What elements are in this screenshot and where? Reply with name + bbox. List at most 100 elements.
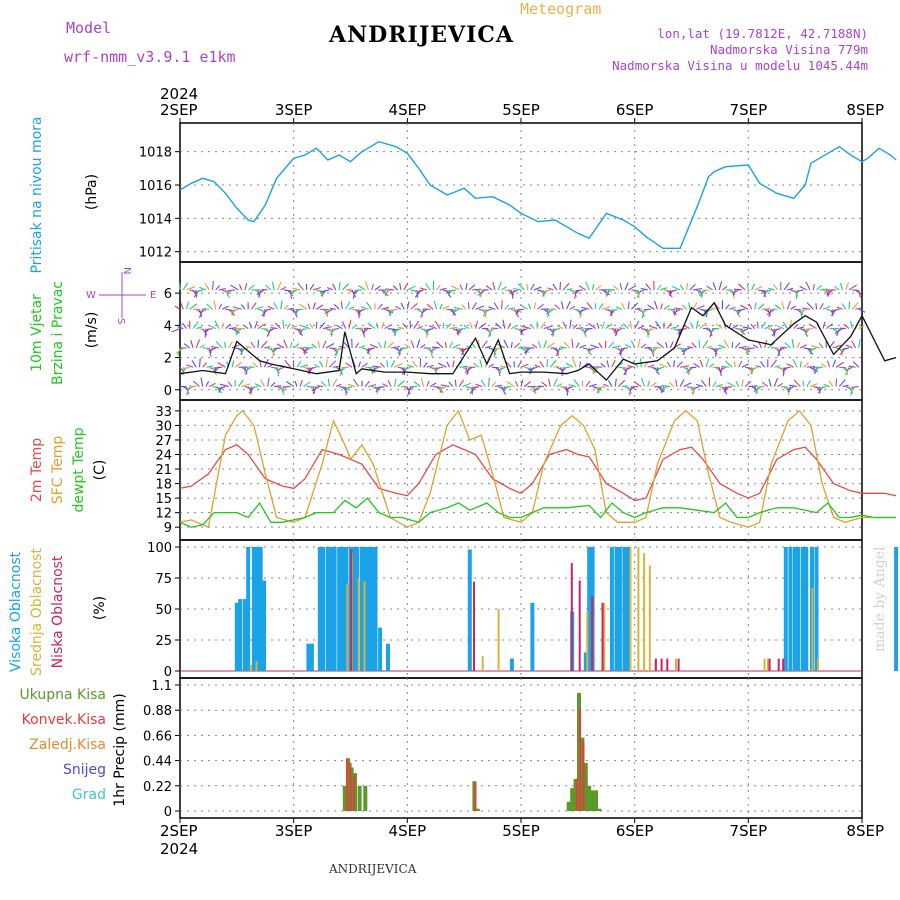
wind-arrow (514, 342, 520, 349)
wind-arrow (198, 309, 203, 318)
wind-arrow (808, 323, 817, 330)
meteogram-title: Meteogram (520, 0, 602, 18)
wind-arrow (712, 282, 717, 291)
temp-side-label: 2m Temp (29, 438, 45, 502)
precip-ytick-label: 0 (164, 805, 172, 820)
x-tick-label-top: 7SEP (730, 101, 768, 119)
wind-arrow (290, 289, 298, 294)
wind-arrow (341, 386, 348, 394)
wind-arrow (732, 289, 739, 294)
wind-arrow (553, 365, 560, 368)
wind-arrow (751, 367, 753, 375)
cloud-bar-2 (777, 658, 780, 671)
model-label: Model (66, 19, 112, 37)
wind-arrow (559, 346, 567, 349)
wind-arrow (645, 283, 652, 291)
wind-arrow (710, 328, 717, 333)
wind-arrow (185, 301, 190, 310)
pressure-frame (179, 122, 863, 263)
cloud-bar-0 (246, 547, 251, 671)
wind-arrow (298, 303, 307, 310)
wind-arrow (181, 322, 187, 329)
wind-arrow (780, 366, 786, 375)
cloud-bar-1 (637, 547, 640, 671)
wind-arrow (622, 323, 629, 329)
precip-legend-3: Snijeg (63, 762, 106, 778)
wind-arrow (421, 308, 428, 314)
wind-arrow (322, 340, 327, 349)
x-tick-label-bottom: 3SEP (275, 822, 313, 840)
cloud-bar-1 (675, 658, 677, 671)
wind-arrow (329, 307, 336, 310)
wind-arrow (819, 303, 824, 310)
wind-arrow (382, 383, 389, 388)
wind-arrow (345, 288, 352, 291)
wind-arrow (241, 383, 251, 388)
cloud-bar-2 (473, 581, 475, 671)
wind-arrow (848, 365, 856, 368)
wind-arrow (600, 362, 606, 368)
wind-arrow (793, 289, 799, 297)
wind-arrow (312, 286, 321, 291)
wind-arrow (781, 301, 785, 310)
wind-arrow (750, 323, 756, 329)
wind-arrow (533, 386, 538, 395)
wind-arrow (410, 289, 417, 292)
wind-arrow (777, 347, 782, 357)
credit-watermark: made by Angel (872, 546, 888, 653)
wind-arrow (693, 287, 703, 291)
cloud-bar-0 (587, 547, 592, 671)
wind-arrow (835, 328, 840, 337)
wind-arrow (774, 304, 782, 310)
wind-arrow (796, 342, 801, 349)
wind-arrow (740, 328, 749, 333)
wind-arrow (511, 324, 518, 330)
wind-arrow (575, 342, 580, 349)
wind-arrow (345, 362, 353, 368)
compass-n: N (121, 267, 132, 274)
wind-arrow (808, 347, 817, 352)
wind-arrow (838, 379, 846, 387)
wind-arrow (417, 289, 424, 293)
pressure-ytick-label: 1018 (139, 146, 172, 161)
precip-ytick-label: 0.44 (143, 755, 172, 770)
wind-arrow (717, 344, 726, 349)
wind-arrow (669, 341, 674, 349)
wind-arrow (488, 363, 494, 368)
wind-arrow (822, 305, 831, 310)
wind-arrow (828, 380, 834, 387)
wind-arrow (845, 344, 853, 349)
cloud-bar-0 (804, 547, 809, 671)
wind-arrow (822, 321, 826, 329)
wind-arrow (423, 362, 428, 368)
wind-arrow (685, 366, 694, 374)
precip-ytick-label: 0.22 (143, 780, 172, 795)
cloud-bar-2 (654, 658, 657, 671)
wind-arrow (498, 366, 506, 371)
wind-arrow (661, 384, 671, 388)
wind-arrow (354, 342, 360, 349)
wind-arrow (619, 282, 623, 291)
wind-arrow (754, 285, 763, 291)
wind-arrow (640, 309, 645, 317)
precip-bar-0 (357, 785, 362, 811)
wind-arrow (178, 282, 181, 290)
wind-arrow (780, 346, 788, 349)
cloud-side-label: Niska Oblacnost (50, 555, 66, 668)
precip-ytick-label: 0.88 (143, 704, 172, 719)
wind-arrow (351, 289, 356, 298)
wind-arrow (608, 328, 618, 330)
wind-arrow (587, 347, 596, 351)
cloud-bar-0 (306, 643, 311, 671)
wind-arrow (403, 282, 409, 291)
wind-arrow (698, 289, 707, 297)
wind-arrow (333, 328, 340, 330)
wind-arrow (452, 309, 457, 316)
cloud-bar-0 (609, 547, 614, 671)
cloud-bar-1 (255, 661, 258, 671)
precip-bar-0 (594, 790, 598, 811)
wind-arrow (575, 308, 583, 316)
wind-arrow (790, 305, 796, 310)
cloud-bar-1 (629, 547, 632, 671)
wind-arrow (290, 325, 298, 330)
